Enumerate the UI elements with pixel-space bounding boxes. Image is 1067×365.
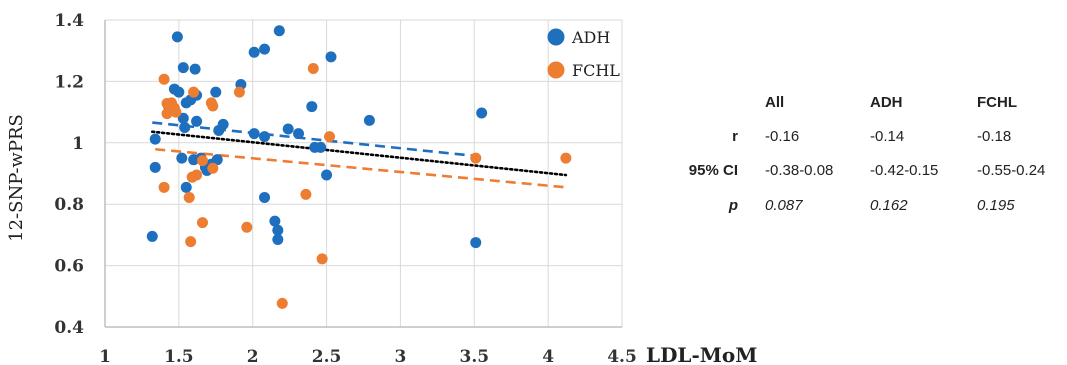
point-adh: [149, 133, 161, 145]
table-cell: 0.087: [765, 197, 803, 214]
trendline-adh: [152, 121, 482, 158]
table-cell: -0.38-0.08: [765, 162, 833, 179]
point-adh: [149, 161, 161, 173]
point-adh: [211, 154, 223, 166]
point-fchl: [207, 100, 219, 112]
x-tick-labels: 1 1.5 2 2.5 3 3.5 4 4.5: [99, 347, 637, 365]
legend-marker-adh: [547, 28, 565, 46]
y-tick-labels: 0.4 0.6 0.8 1 1.2 1.4: [54, 11, 84, 338]
point-fchl: [158, 181, 170, 193]
point-adh: [191, 115, 203, 127]
y-tick-label: 1.2: [54, 72, 84, 92]
point-adh: [173, 86, 185, 98]
point-adh: [248, 128, 260, 140]
point-fchl: [170, 106, 182, 118]
point-adh: [171, 31, 183, 43]
table-header: All: [765, 94, 784, 111]
table-cell: 0.195: [977, 197, 1015, 214]
point-adh: [363, 114, 375, 126]
x-tick-label: 3.5: [459, 347, 489, 365]
x-tick-label: 1.5: [164, 347, 194, 365]
stats-table: All ADH FCHL r -0.16 -0.14 -0.18 95% CI -0.38-0.…: [689, 94, 1046, 214]
trendline-fchl: [155, 147, 566, 189]
point-adh: [176, 152, 188, 164]
x-tick-label: 4: [542, 347, 554, 365]
point-adh: [189, 63, 201, 75]
table-row-label: r: [732, 128, 738, 145]
y-tick-label: 0.6: [54, 257, 84, 277]
trendlines: [150, 121, 568, 189]
point-fchl: [188, 86, 200, 98]
point-fchl: [207, 162, 219, 174]
table-cell: 0.162: [870, 197, 908, 214]
y-tick-label: 1.4: [54, 11, 84, 31]
point-adh: [177, 62, 189, 74]
point-adh: [259, 191, 271, 203]
x-tick-label: 3: [395, 347, 407, 365]
point-adh: [273, 25, 285, 37]
point-fchl: [307, 63, 319, 75]
point-adh: [321, 169, 333, 181]
point-adh: [272, 234, 284, 246]
x-tick-label: 2: [247, 347, 259, 365]
legend-label-adh: ADH: [571, 28, 610, 47]
point-fchl: [324, 131, 336, 143]
point-adh: [177, 112, 189, 124]
point-adh: [180, 181, 192, 193]
point-fchl: [276, 297, 288, 309]
legend-label-fchl: FCHL: [572, 61, 620, 80]
point-fchl: [196, 155, 208, 167]
point-adh: [476, 107, 488, 119]
x-tick-label: 1: [99, 347, 111, 365]
point-adh: [259, 131, 271, 143]
table-header: FCHL: [977, 94, 1017, 111]
point-fchl: [316, 253, 328, 265]
point-adh: [315, 141, 327, 153]
point-fchl: [241, 221, 253, 233]
y-tick-label: 0.8: [54, 195, 84, 215]
point-adh: [293, 128, 305, 140]
point-adh: [179, 121, 191, 133]
point-fchl: [233, 86, 245, 98]
table-cell: -0.18: [977, 128, 1011, 145]
trendline-all: [150, 130, 568, 177]
point-adh: [470, 237, 482, 249]
point-adh: [282, 123, 294, 135]
point-fchl: [191, 169, 203, 181]
table-row-label: 95% CI: [689, 162, 738, 179]
point-adh: [272, 224, 284, 236]
point-adh: [269, 215, 281, 227]
point-adh: [146, 230, 158, 242]
table-cell: -0.42-0.15: [870, 162, 938, 179]
table-row-label: p: [728, 197, 738, 214]
point-fchl: [470, 152, 482, 164]
point-adh: [217, 118, 229, 130]
y-tick-label: 1: [72, 134, 84, 154]
point-adh: [259, 43, 271, 55]
table-cell: -0.14: [870, 128, 904, 145]
point-adh: [210, 86, 222, 98]
x-axis-title: LDL-MoM: [646, 343, 757, 365]
point-adh: [248, 46, 260, 58]
legend: ADH FCHL: [547, 28, 620, 80]
y-axis-title: 12-SNP-wPRS: [6, 114, 27, 242]
legend-marker-fchl: [547, 61, 565, 79]
x-tick-label: 4.5: [607, 347, 637, 365]
y-tick-label: 0.4: [54, 318, 84, 338]
point-fchl: [196, 217, 208, 229]
point-fchl: [560, 152, 572, 164]
point-fchl: [183, 191, 195, 203]
data-points: [146, 25, 572, 309]
point-fchl: [185, 236, 197, 248]
x-tick-label: 2.5: [312, 347, 342, 365]
point-adh: [306, 101, 318, 113]
table-cell: -0.55-0.24: [977, 162, 1045, 179]
point-fchl: [300, 188, 312, 200]
table-header: ADH: [870, 94, 903, 111]
point-fchl: [158, 73, 170, 85]
point-adh: [325, 51, 337, 63]
table-cell: -0.16: [765, 128, 799, 145]
